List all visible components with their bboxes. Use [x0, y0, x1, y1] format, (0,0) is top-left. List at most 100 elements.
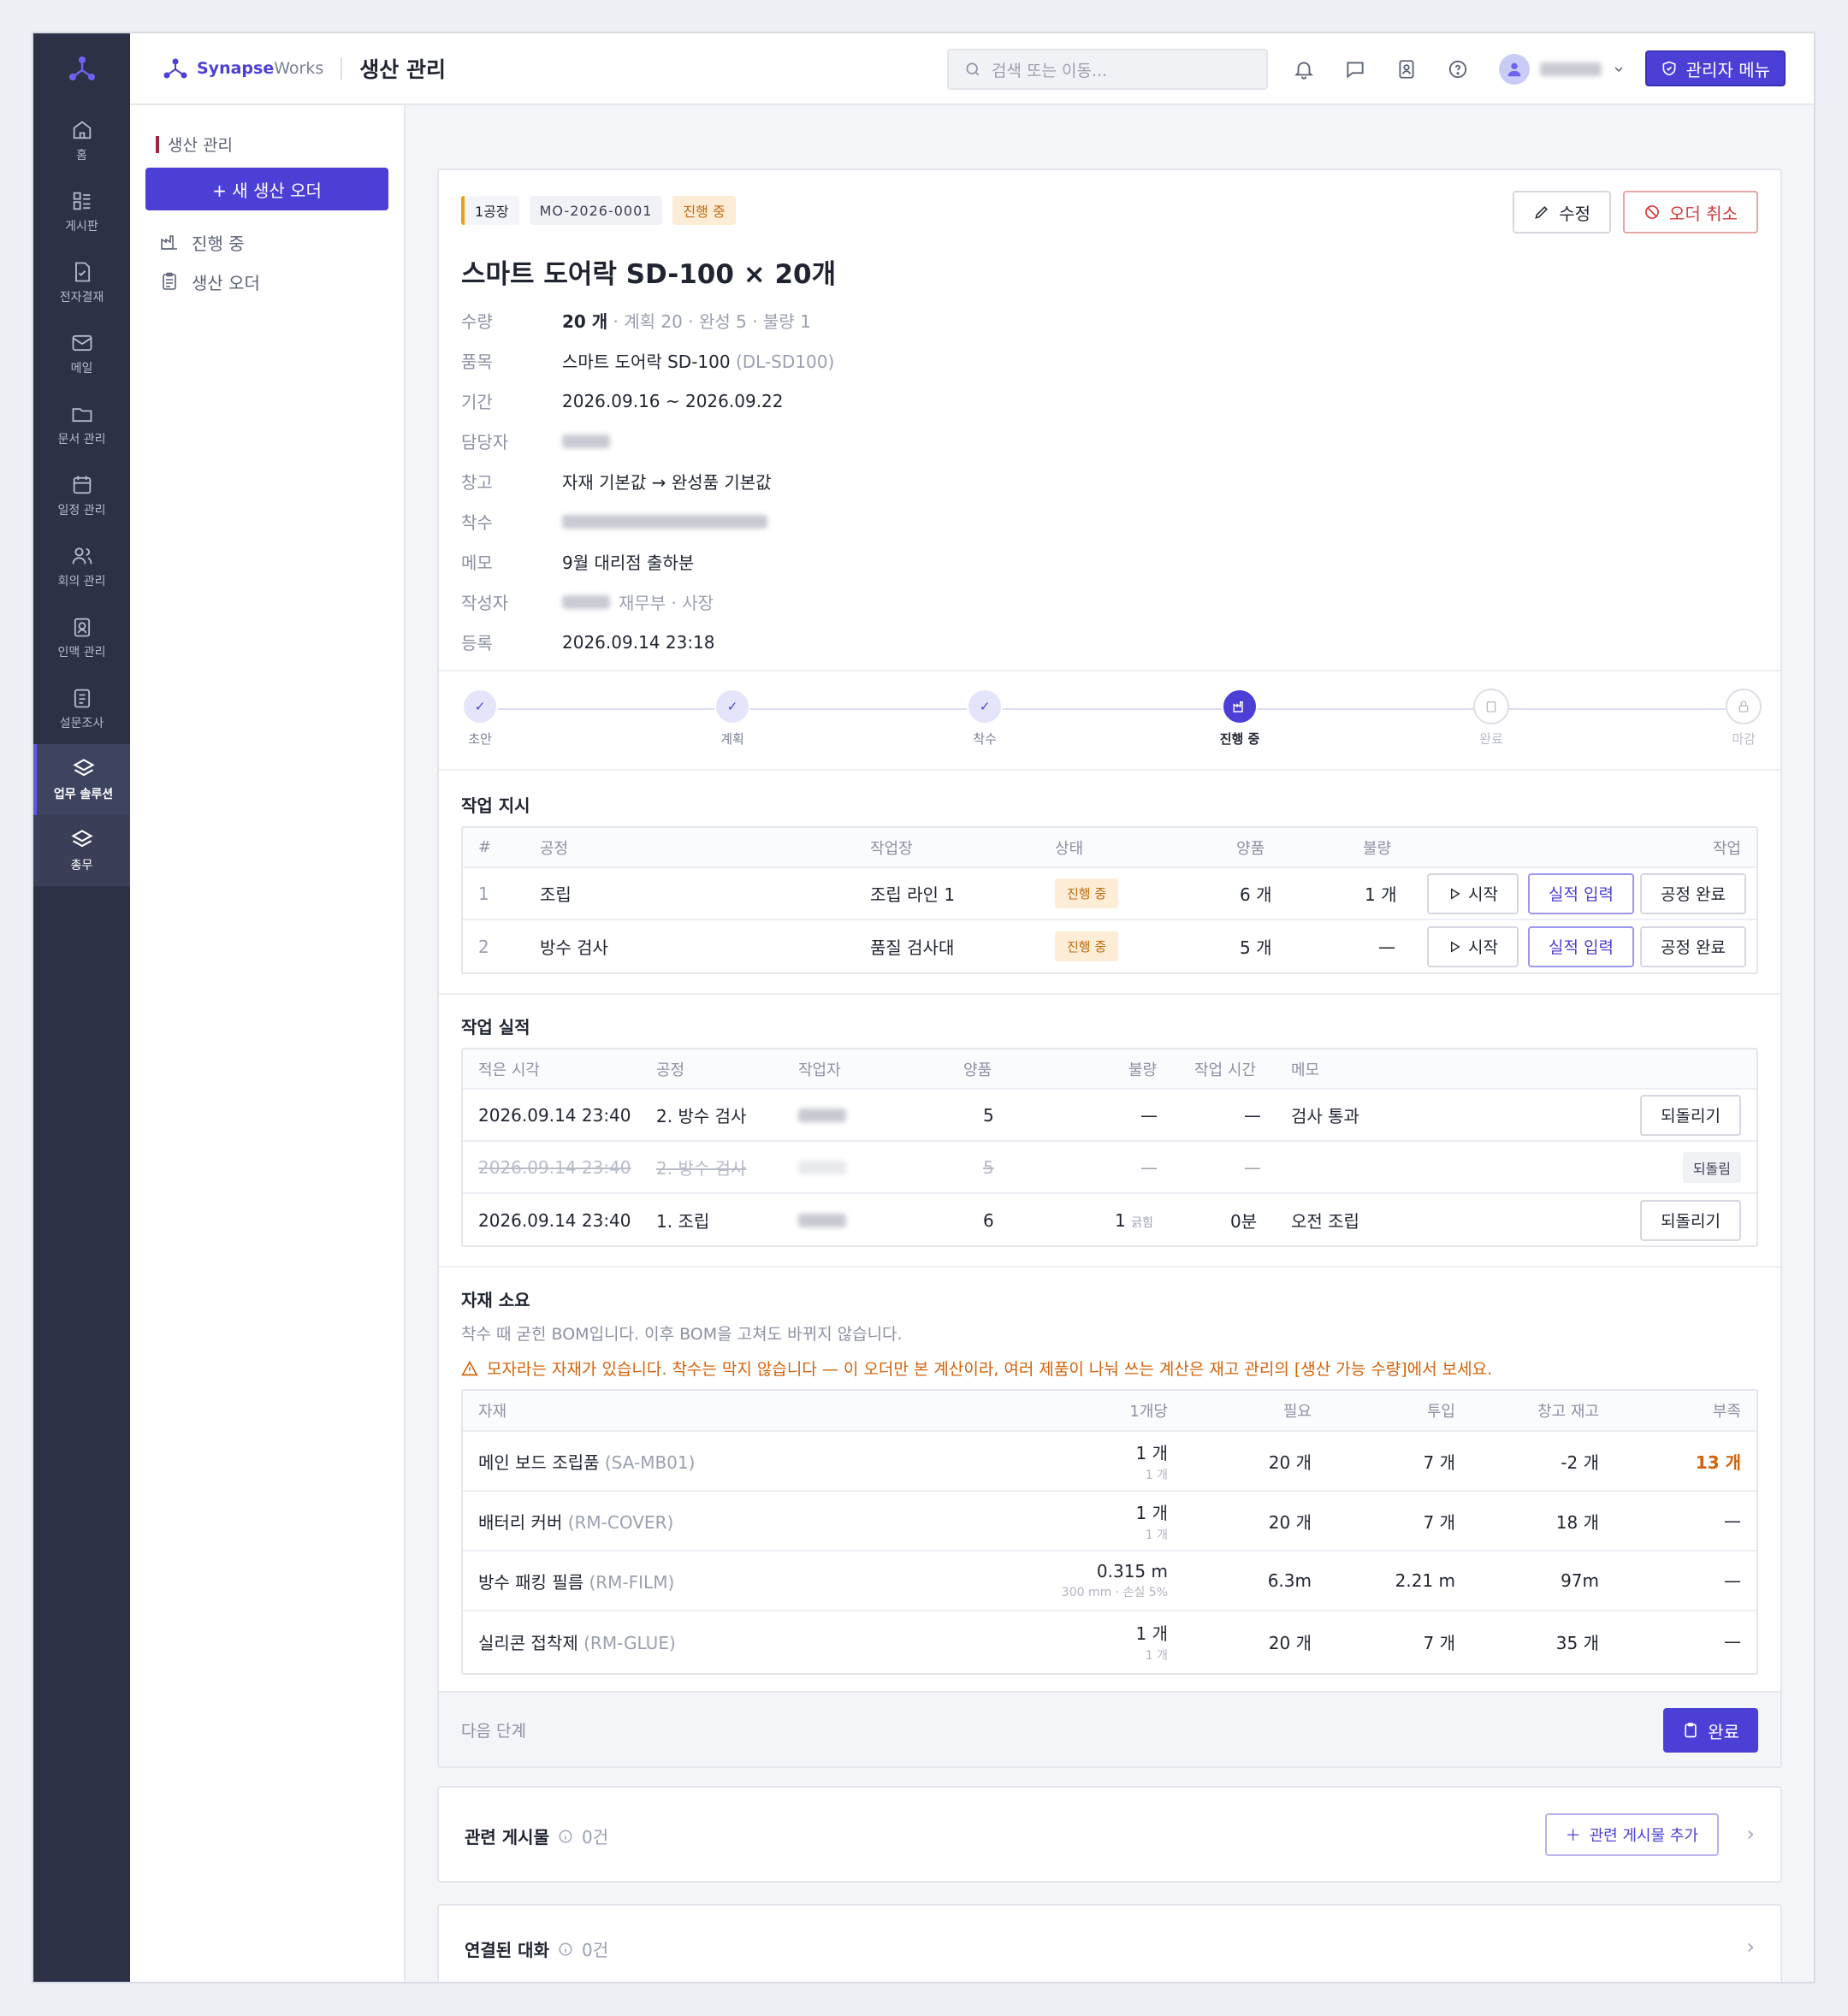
stock: 18 개 — [1555, 1511, 1599, 1533]
warning-icon — [461, 1360, 478, 1375]
materials-warning: 모자라는 자재가 있습니다. 착수는 막지 않습니다 — 이 오더만 본 계산이… — [461, 1357, 1492, 1380]
table-row: 배터리 커버 (RM-COVER) 1 개 1 개 20 개 7 개 18 개 — — [463, 1492, 1756, 1552]
subnav-label: 진행 중 — [192, 233, 245, 254]
materials-note: 착수 때 굳힌 BOM입니다. 이후 BOM을 고쳐도 바뀌지 않습니다. — [461, 1325, 903, 1344]
user-icon — [1507, 62, 1521, 77]
rail-label: 일정 관리 — [57, 504, 106, 517]
lock-icon — [1726, 689, 1762, 724]
stepper-line — [478, 708, 1741, 710]
calendar-icon — [73, 476, 91, 494]
add-related-post-button[interactable]: ＋ 관련 게시물 추가 — [1544, 1813, 1719, 1856]
rail-item-home[interactable]: 홈 — [33, 105, 130, 176]
rail-item-approval[interactable]: 전자결재 — [33, 247, 130, 318]
table-row: 2026.09.14 23:40 1. 조립 6 1 긁힘 0분 오전 조립 되… — [463, 1194, 1756, 1246]
rail-item-contacts[interactable]: 인맥 관리 — [33, 602, 130, 673]
rail-label: 회의 관리 — [57, 575, 106, 588]
rail-item-board[interactable]: 게시판 — [33, 176, 130, 247]
approval-icon — [74, 262, 90, 282]
status-badge: 진행 중 — [1055, 878, 1119, 908]
complete-button[interactable]: 완료 — [1663, 1708, 1758, 1753]
start-button[interactable]: 시작 — [1427, 925, 1519, 967]
material-code: (RM-GLUE) — [583, 1632, 676, 1653]
complete-label: 완료 — [1708, 1721, 1739, 1742]
col-action: 작업 — [1712, 839, 1741, 858]
material-name: 실리콘 접착제 — [478, 1632, 578, 1653]
process-complete-button[interactable]: 공정 완료 — [1640, 925, 1746, 967]
rail-label: 업무 솔루션 — [53, 788, 114, 801]
subnav-item-in-progress[interactable]: 진행 중 — [159, 222, 404, 262]
rail-item-calendar[interactable]: 일정 관리 — [33, 460, 130, 531]
cancel-order-button[interactable]: 오더 취소 — [1623, 191, 1758, 234]
record-result-button[interactable]: 실적 입력 — [1528, 872, 1634, 914]
row-hours: — — [1244, 1104, 1261, 1126]
start-button[interactable]: 시작 — [1427, 872, 1519, 914]
row-station: 조립 라인 1 — [870, 884, 956, 905]
per-unit: 0.315 m — [1096, 1561, 1168, 1581]
item-code: (DL-SD100) — [735, 352, 835, 372]
col-short: 부족 — [1712, 1403, 1741, 1421]
process-complete-button[interactable]: 공정 완료 — [1640, 872, 1746, 914]
bell-icon[interactable] — [1289, 50, 1318, 88]
edit-button[interactable]: 수정 — [1513, 191, 1612, 234]
check-icon: ✓ — [967, 689, 1003, 724]
main-rail: 홈 게시판 전자결재 메일 문서 관리 일정 관리 회의 관리 인맥 관리 — [33, 33, 130, 1982]
input: 7 개 — [1423, 1511, 1455, 1533]
top-icons — [1289, 50, 1472, 88]
survey-icon — [74, 689, 90, 708]
per-unit: 1 개 — [1135, 1623, 1168, 1644]
pencil-icon — [1535, 206, 1549, 219]
start-label: 시작 — [1468, 885, 1498, 904]
period-value: 2026.09.16 ~ 2026.09.22 — [562, 390, 784, 411]
rail-item-meetings[interactable]: 회의 관리 — [33, 531, 130, 602]
rail-item-solutions[interactable]: 업무 솔루션 — [33, 744, 130, 815]
contact-book-icon[interactable] — [1392, 50, 1421, 88]
results-table: 적은 시각 공정 작업자 양품 불량 작업 시간 메모 2026.09.14 2… — [461, 1048, 1758, 1247]
rail-item-general-affairs[interactable]: 총무 — [33, 815, 130, 886]
contact-icon — [74, 618, 90, 637]
rail-item-mail[interactable]: 메일 — [33, 318, 130, 389]
required: 20 개 — [1268, 1632, 1312, 1653]
item-value: 스마트 도어락 SD-100 — [562, 352, 731, 372]
input: 7 개 — [1423, 1632, 1455, 1653]
worker-redacted — [798, 1160, 846, 1174]
rail-label: 전자결재 — [59, 291, 104, 304]
revert-button[interactable]: 되돌리기 — [1640, 1094, 1741, 1136]
search-box[interactable]: 검색 또는 이동... — [947, 49, 1268, 90]
rail-item-survey[interactable]: 설문조사 — [33, 673, 130, 744]
order-code-tag: MO-2026-0001 — [529, 196, 663, 225]
row-no: 2 — [478, 936, 489, 957]
chat-icon[interactable] — [1341, 50, 1370, 88]
per-unit-sub: 1 개 — [1145, 1648, 1168, 1663]
admin-menu-button[interactable]: 관리자 메뉴 — [1644, 50, 1786, 86]
worker-redacted — [798, 1213, 846, 1227]
rail-label: 인맥 관리 — [57, 646, 106, 659]
info-key: 품목 — [461, 352, 493, 372]
info-key: 작성자 — [461, 593, 509, 613]
registered-value: 2026.09.14 23:18 — [562, 631, 715, 653]
shortage: 13 개 — [1695, 1451, 1741, 1473]
step-start: ✓ 착수 — [933, 689, 1036, 748]
plant-tag: 1공장 — [461, 196, 519, 225]
row-no: 1 — [478, 883, 489, 904]
brand[interactable]: Synapse Works — [163, 57, 323, 80]
brand-name-rest: Works — [274, 59, 324, 78]
help-chat-icon[interactable] — [1443, 50, 1472, 88]
app-logo[interactable] — [33, 33, 130, 105]
quantity-value: 20 개 — [562, 311, 608, 332]
user-menu[interactable] — [1499, 50, 1626, 88]
subnav-item-production-orders[interactable]: 생산 오더 — [159, 262, 404, 301]
chevron-right-icon[interactable]: › — [1746, 1822, 1755, 1846]
col-material: 자재 — [478, 1403, 507, 1421]
revert-button[interactable]: 되돌리기 — [1640, 1199, 1741, 1241]
info-row-registered: 등록 2026.09.14 23:18 — [461, 622, 834, 662]
order-title: 스마트 도어락 SD-100 × 20개 — [461, 259, 837, 290]
work-orders-table: # 공정 작업장 상태 양품 불량 작업 1 조립 조립 라인 1 진행 중 6… — [461, 826, 1758, 974]
material-code: (RM-COVER) — [567, 1511, 674, 1533]
check-icon: ✓ — [462, 689, 498, 724]
step-label: 진행 중 — [1219, 731, 1260, 747]
new-production-order-button[interactable]: + 새 생산 오더 — [145, 168, 388, 210]
chevron-right-icon[interactable]: › — [1746, 1935, 1755, 1959]
clipboard-icon — [1685, 1723, 1697, 1738]
record-result-button[interactable]: 실적 입력 — [1528, 925, 1634, 967]
rail-item-documents[interactable]: 문서 관리 — [33, 389, 130, 460]
